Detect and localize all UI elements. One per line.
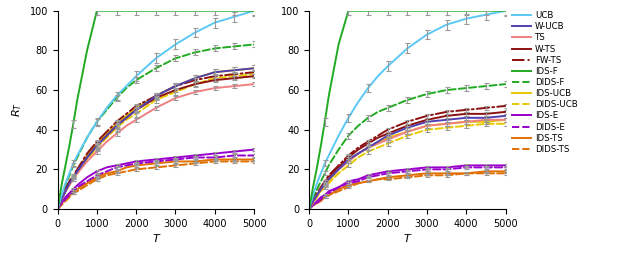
Y-axis label: $R_T$: $R_T$ [10,102,24,117]
X-axis label: T: T [152,234,159,244]
X-axis label: T: T [404,234,411,244]
Legend: UCB, W-UCB, TS, W-TS, FW-TS, IDS-F, DIDS-F, IDS-UCB, DIDS-UCB, IDS-E, DIDS-E, ID: UCB, W-UCB, TS, W-TS, FW-TS, IDS-F, DIDS… [512,11,578,154]
